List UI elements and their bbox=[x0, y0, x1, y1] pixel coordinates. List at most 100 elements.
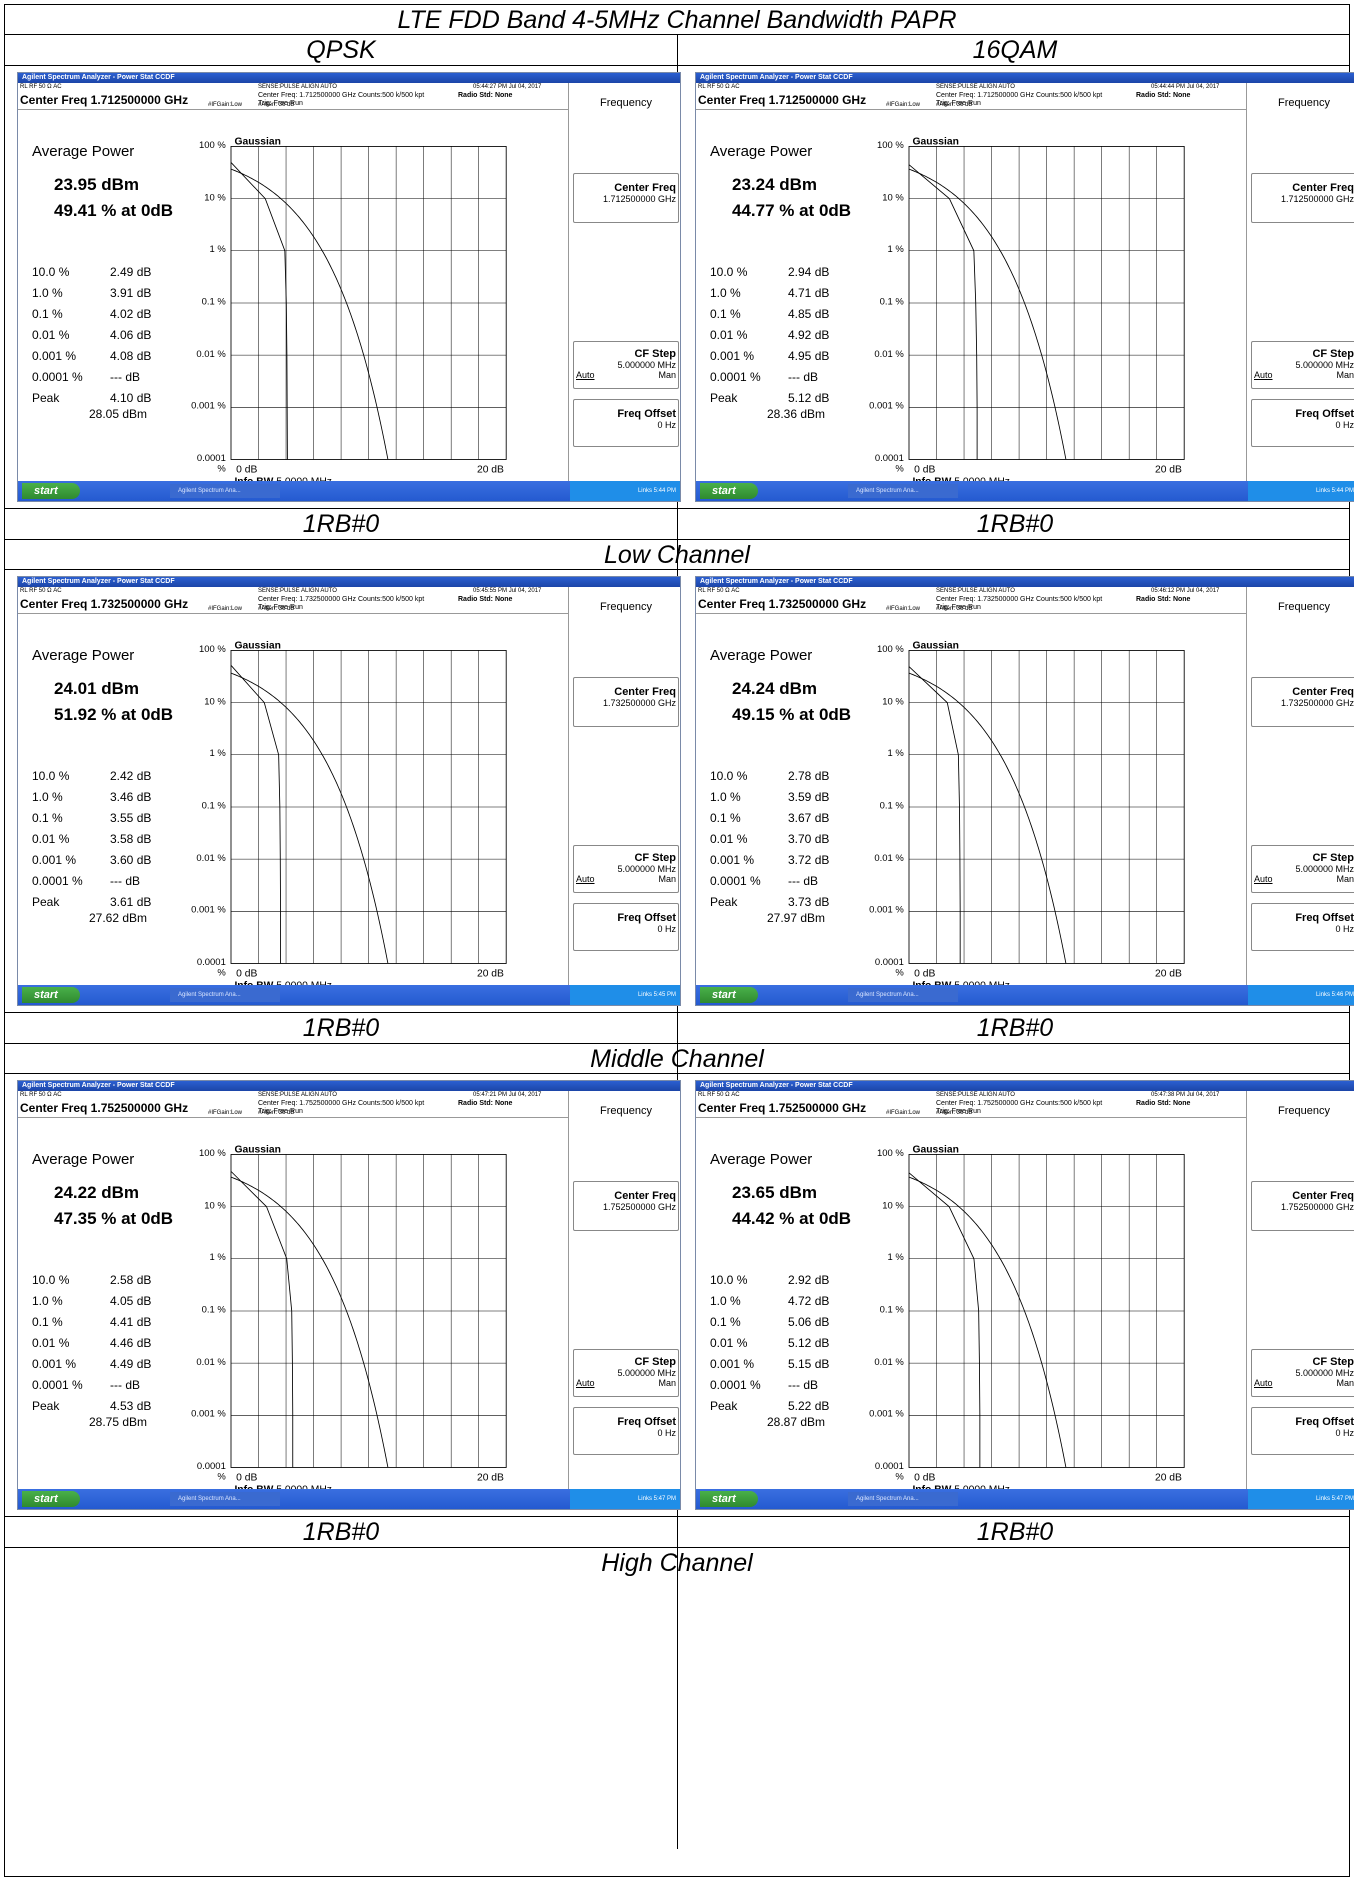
freq-offset-button[interactable]: Freq Offset 0 Hz bbox=[573, 903, 679, 951]
col-header-16qam: 16QAM bbox=[972, 36, 1058, 64]
taskbar-app[interactable]: Agilent Spectrum Ana... bbox=[848, 988, 958, 1002]
timestamp: 05:45:55 PM Jul 04, 2017 bbox=[473, 588, 542, 594]
taskbar-app[interactable]: Agilent Spectrum Ana... bbox=[170, 988, 280, 1002]
graph-title: Gaussian bbox=[912, 135, 959, 148]
graph-title: Gaussian bbox=[912, 639, 959, 652]
window-title: Agilent Spectrum Analyzer - Power Stat C… bbox=[696, 1081, 1354, 1091]
x-axis-min: 0 dB bbox=[236, 966, 258, 979]
rl-row: RL RF 50 Ω AC bbox=[698, 588, 740, 594]
start-button[interactable]: start bbox=[700, 987, 758, 1003]
average-power-value: 24.24 dBm bbox=[732, 679, 818, 698]
start-button[interactable]: start bbox=[22, 483, 80, 499]
analyzer-screenshot-r1-c0: Agilent Spectrum Analyzer - Power Stat C… bbox=[17, 576, 681, 1006]
gaussian-curve bbox=[908, 168, 1067, 460]
x-axis-min: 0 dB bbox=[914, 462, 936, 475]
percent-at-0db: 47.35 % at 0dB bbox=[54, 1209, 174, 1228]
taskbar-app[interactable]: Agilent Spectrum Ana... bbox=[170, 484, 280, 498]
stat-label: 0.0001 % bbox=[32, 370, 83, 384]
freq-offset-button[interactable]: Freq Offset 0 Hz bbox=[1251, 1407, 1354, 1455]
stat-value: 5.15 dB bbox=[788, 1357, 830, 1371]
y-tick-label: 0.1 % bbox=[879, 800, 904, 812]
stat-value: 2.78 dB bbox=[788, 769, 830, 783]
ccdf-graph bbox=[230, 650, 507, 964]
y-tick-label: 1 % bbox=[887, 1252, 904, 1264]
freq-offset-button[interactable]: Freq Offset 0 Hz bbox=[1251, 399, 1354, 447]
stat-label: Peak bbox=[32, 391, 60, 405]
freq-offset-button[interactable]: Freq Offset 0 Hz bbox=[573, 399, 679, 447]
graph-title: Gaussian bbox=[234, 1143, 281, 1156]
center-freq-button[interactable]: Center Freq 1.712500000 GHz bbox=[573, 173, 679, 223]
center-freq-button[interactable]: Center Freq 1.732500000 GHz bbox=[573, 677, 679, 727]
cf-step-button[interactable]: CF Step 5.000000 MHz Auto Man bbox=[1251, 1349, 1354, 1397]
taskbar: start Agilent Spectrum Ana... Links 5:44… bbox=[18, 481, 680, 501]
stat-label: Peak bbox=[710, 1399, 738, 1413]
taskbar-app[interactable]: Agilent Spectrum Ana... bbox=[848, 1492, 958, 1506]
stat-label: 0.001 % bbox=[710, 1357, 755, 1371]
stat-value: 4.05 dB bbox=[110, 1294, 152, 1308]
center-freq-readout: Center Freq 1.712500000 GHz bbox=[698, 93, 867, 107]
cf-step-button[interactable]: CF Step 5.000000 MHz Auto Man bbox=[573, 341, 679, 389]
stat-label: 0.1 % bbox=[32, 1315, 63, 1329]
center-freq-button[interactable]: Center Freq 1.752500000 GHz bbox=[1251, 1181, 1354, 1231]
center-freq-button[interactable]: Center Freq 1.752500000 GHz bbox=[573, 1181, 679, 1231]
analyzer-screenshot-r2-c1: Agilent Spectrum Analyzer - Power Stat C… bbox=[695, 1080, 1354, 1510]
cf-step-button[interactable]: CF Step 5.000000 MHz Auto Man bbox=[1251, 341, 1354, 389]
start-button[interactable]: start bbox=[700, 483, 758, 499]
ccdf-plot: Gaussian 0 dB 20 dB Info BW 5.0000 MHz 1… bbox=[188, 639, 515, 991]
stat-value: 3.67 dB bbox=[788, 811, 830, 825]
cf-step-button[interactable]: CF Step 5.000000 MHz Auto Man bbox=[1251, 845, 1354, 893]
center-freq-button[interactable]: Center Freq 1.732500000 GHz bbox=[1251, 677, 1354, 727]
stat-value: 4.49 dB bbox=[110, 1357, 152, 1371]
measurement-bar: RL RF 50 Ω AC Center Freq 1.712500000 GH… bbox=[18, 83, 680, 110]
y-tick-label: 10 % bbox=[204, 192, 226, 203]
timestamp: 05:47:21 PM Jul 04, 2017 bbox=[473, 1092, 542, 1098]
analyzer-screenshot-r1-c1: Agilent Spectrum Analyzer - Power Stat C… bbox=[695, 576, 1354, 1006]
center-freq-small: Center Freq: 1.752500000 GHz bbox=[258, 1100, 357, 1107]
ccdf-graph bbox=[230, 146, 507, 460]
x-axis-max: 20 dB bbox=[1154, 966, 1182, 979]
stat-value: --- dB bbox=[788, 874, 818, 888]
stats-panel: Average Power 23.65 dBm 44.42 % at 0dB 1… bbox=[696, 1111, 866, 1509]
stat-value: 2.94 dB bbox=[788, 265, 830, 279]
average-power-label: Average Power bbox=[710, 1151, 813, 1168]
cf-step-button[interactable]: CF Step 5.000000 MHz Auto Man bbox=[573, 1349, 679, 1397]
y-tick-label: 0.1 % bbox=[201, 1304, 226, 1316]
y-tick-label: 0.1 % bbox=[201, 800, 226, 812]
start-button[interactable]: start bbox=[700, 1491, 758, 1507]
system-tray: Links 5:45 PM bbox=[570, 985, 680, 1005]
center-freq-readout: Center Freq 1.732500000 GHz bbox=[698, 597, 867, 611]
x-axis-min: 0 dB bbox=[914, 966, 936, 979]
softkey-menu: Frequency Center Freq 1.712500000 GHz CF… bbox=[568, 83, 680, 481]
x-axis-max: 20 dB bbox=[1154, 462, 1182, 475]
cf-step-button[interactable]: CF Step 5.000000 MHz Auto Man bbox=[573, 845, 679, 893]
counts-info: Counts:500 k/500 kpt bbox=[1036, 92, 1103, 99]
stat-value: 5.06 dB bbox=[788, 1315, 830, 1329]
taskbar-app[interactable]: Agilent Spectrum Ana... bbox=[848, 484, 958, 498]
center-freq-small: Center Freq: 1.732500000 GHz bbox=[258, 596, 357, 603]
measurement-bar: RL RF 50 Ω AC Center Freq 1.732500000 GH… bbox=[18, 587, 680, 614]
channel-label: High Channel bbox=[601, 1549, 753, 1577]
y-tick-label: 100 % bbox=[877, 1148, 904, 1159]
col-header-qpsk: QPSK bbox=[306, 36, 376, 64]
stat-value: 5.22 dB bbox=[788, 1399, 830, 1413]
freq-offset-button[interactable]: Freq Offset 0 Hz bbox=[573, 1407, 679, 1455]
graph-title: Gaussian bbox=[912, 1143, 959, 1156]
freq-offset-button[interactable]: Freq Offset 0 Hz bbox=[1251, 903, 1354, 951]
start-button[interactable]: start bbox=[22, 1491, 80, 1507]
ccdf-graph bbox=[908, 650, 1185, 964]
stat-label: 0.0001 % bbox=[710, 874, 761, 888]
start-button[interactable]: start bbox=[22, 987, 80, 1003]
taskbar-app[interactable]: Agilent Spectrum Ana... bbox=[170, 1492, 280, 1506]
y-tick-label: 0.0001 % bbox=[874, 1461, 904, 1483]
menu-title: Frequency bbox=[1278, 601, 1330, 613]
radio-std: Radio Std: None bbox=[458, 1100, 513, 1107]
measurement-bar: RL RF 50 Ω AC Center Freq 1.752500000 GH… bbox=[18, 1091, 680, 1118]
papr-table: LTE FDD Band 4-5MHz Channel Bandwidth PA… bbox=[4, 4, 1354, 1877]
counts-info: Counts:500 k/500 kpt bbox=[1036, 1100, 1103, 1107]
taskbar: start Agilent Spectrum Ana... Links 5:45… bbox=[18, 985, 680, 1005]
stat-value: 5.12 dB bbox=[788, 391, 830, 405]
rl-row: RL RF 50 Ω AC bbox=[20, 588, 62, 594]
y-tick-label: 0.001 % bbox=[191, 905, 226, 916]
center-freq-small: Center Freq: 1.732500000 GHz bbox=[936, 596, 1035, 603]
center-freq-button[interactable]: Center Freq 1.712500000 GHz bbox=[1251, 173, 1354, 223]
